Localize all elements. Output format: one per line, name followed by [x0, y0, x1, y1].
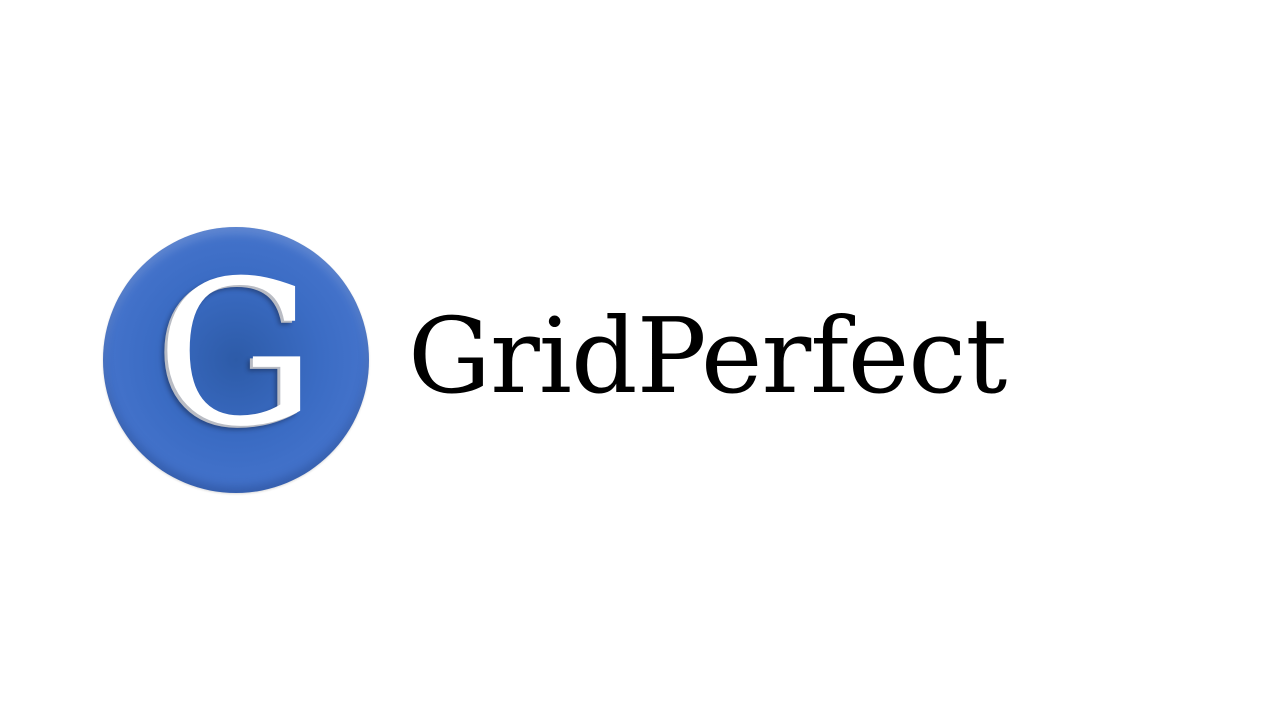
g-logo-icon: G [103, 227, 369, 493]
brand-wordmark: GridPerfect [408, 295, 1007, 417]
logo-letter: G [156, 238, 316, 471]
